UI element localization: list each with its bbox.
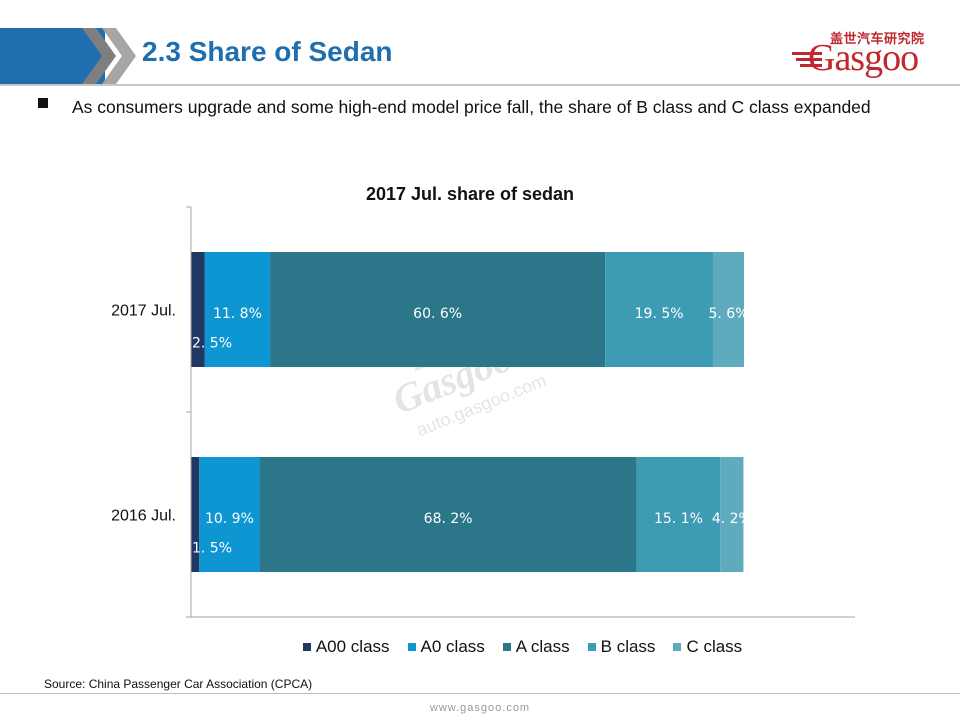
bar-0-3 xyxy=(605,252,714,367)
bullet-square-icon xyxy=(38,98,48,108)
data-label-0-3: 19. 5% xyxy=(635,306,684,322)
source-note: Source: China Passenger Car Association … xyxy=(44,677,313,691)
data-label-1-0: 1. 5% xyxy=(192,541,232,557)
footer-url: www.gasgoo.com xyxy=(429,702,531,714)
bar-1-0 xyxy=(191,457,200,572)
bar-1-2 xyxy=(259,457,637,572)
legend-swatch-1 xyxy=(407,643,416,651)
legend-swatch-4 xyxy=(673,643,682,651)
legend-label-0: A00 class xyxy=(315,637,390,656)
data-label-0-4: 5. 6% xyxy=(709,306,749,322)
header-divider xyxy=(0,84,960,86)
bar-1-1 xyxy=(199,457,260,572)
data-label-0-1: 11. 8% xyxy=(213,306,262,322)
header-chevron-icon xyxy=(82,28,136,84)
legend-item-4: C class xyxy=(673,637,742,657)
logo-stripes-icon xyxy=(792,52,822,67)
watermark-en: Gasgoo xyxy=(386,334,518,422)
category-label-1: 2016 Jul. xyxy=(111,508,176,525)
legend-label-3: B class xyxy=(600,637,656,656)
data-label-0-2: 60. 6% xyxy=(413,306,462,322)
category-label-0: 2017 Jul. xyxy=(111,303,176,320)
bar-0-4 xyxy=(713,252,744,367)
logo-english-text: Gasgoo xyxy=(808,37,919,79)
legend-item-2: A class xyxy=(502,637,570,657)
bullet-text: As consumers upgrade and some high-end m… xyxy=(72,97,871,117)
bars-layer: 2. 5% 11. 8% 60. 6% 19. 5% 5. 6% 1. 5% 10. 9% 6… xyxy=(191,252,752,572)
page-title: 2.3 Share of Sedan xyxy=(142,36,393,67)
bar-1-3 xyxy=(636,457,721,572)
watermark: 盖世汽车 Gasgoo auto.gasgoo.com xyxy=(386,322,550,440)
logo-chinese-text: 盖世汽车研究院 xyxy=(830,31,925,46)
watermark-cn: 盖世汽车 xyxy=(407,322,490,374)
legend-item-3: B class xyxy=(587,637,656,657)
bar-1-4 xyxy=(720,457,744,572)
legend-item-1: A0 class xyxy=(407,637,485,657)
chart-legend: A00 class A0 class A class B class C class xyxy=(190,637,855,657)
data-label-1-3: 15. 1% xyxy=(654,511,703,527)
data-label-1-1: 10. 9% xyxy=(205,511,254,527)
legend-swatch-0 xyxy=(302,643,311,651)
footer-divider xyxy=(0,693,960,694)
bar-0-2 xyxy=(270,252,606,367)
legend-swatch-3 xyxy=(587,643,596,651)
axis-layer: 2017 Jul. 2016 Jul. xyxy=(111,206,855,618)
bar-0-0 xyxy=(191,252,205,367)
legend-label-1: A0 class xyxy=(420,637,485,656)
legend-label-4: C class xyxy=(686,637,743,656)
watermark-url: auto.gasgoo.com xyxy=(414,370,550,440)
bar-0-1 xyxy=(204,252,271,367)
legend-item-0: A00 class xyxy=(302,637,390,657)
legend-swatch-2 xyxy=(502,643,511,651)
chart-title: 2017 Jul. share of sedan xyxy=(365,184,575,204)
gasgoo-logo: 盖世汽车研究院 Gasgoo xyxy=(792,28,942,80)
data-label-0-0: 2. 5% xyxy=(192,336,232,352)
data-label-1-2: 68. 2% xyxy=(424,511,473,527)
legend-label-2: A class xyxy=(515,637,570,656)
data-label-1-4: 4. 2% xyxy=(712,511,752,527)
header-accent-band xyxy=(0,28,105,84)
